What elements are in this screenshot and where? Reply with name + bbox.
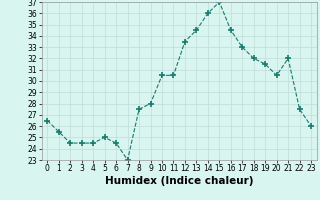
X-axis label: Humidex (Indice chaleur): Humidex (Indice chaleur) (105, 176, 253, 186)
